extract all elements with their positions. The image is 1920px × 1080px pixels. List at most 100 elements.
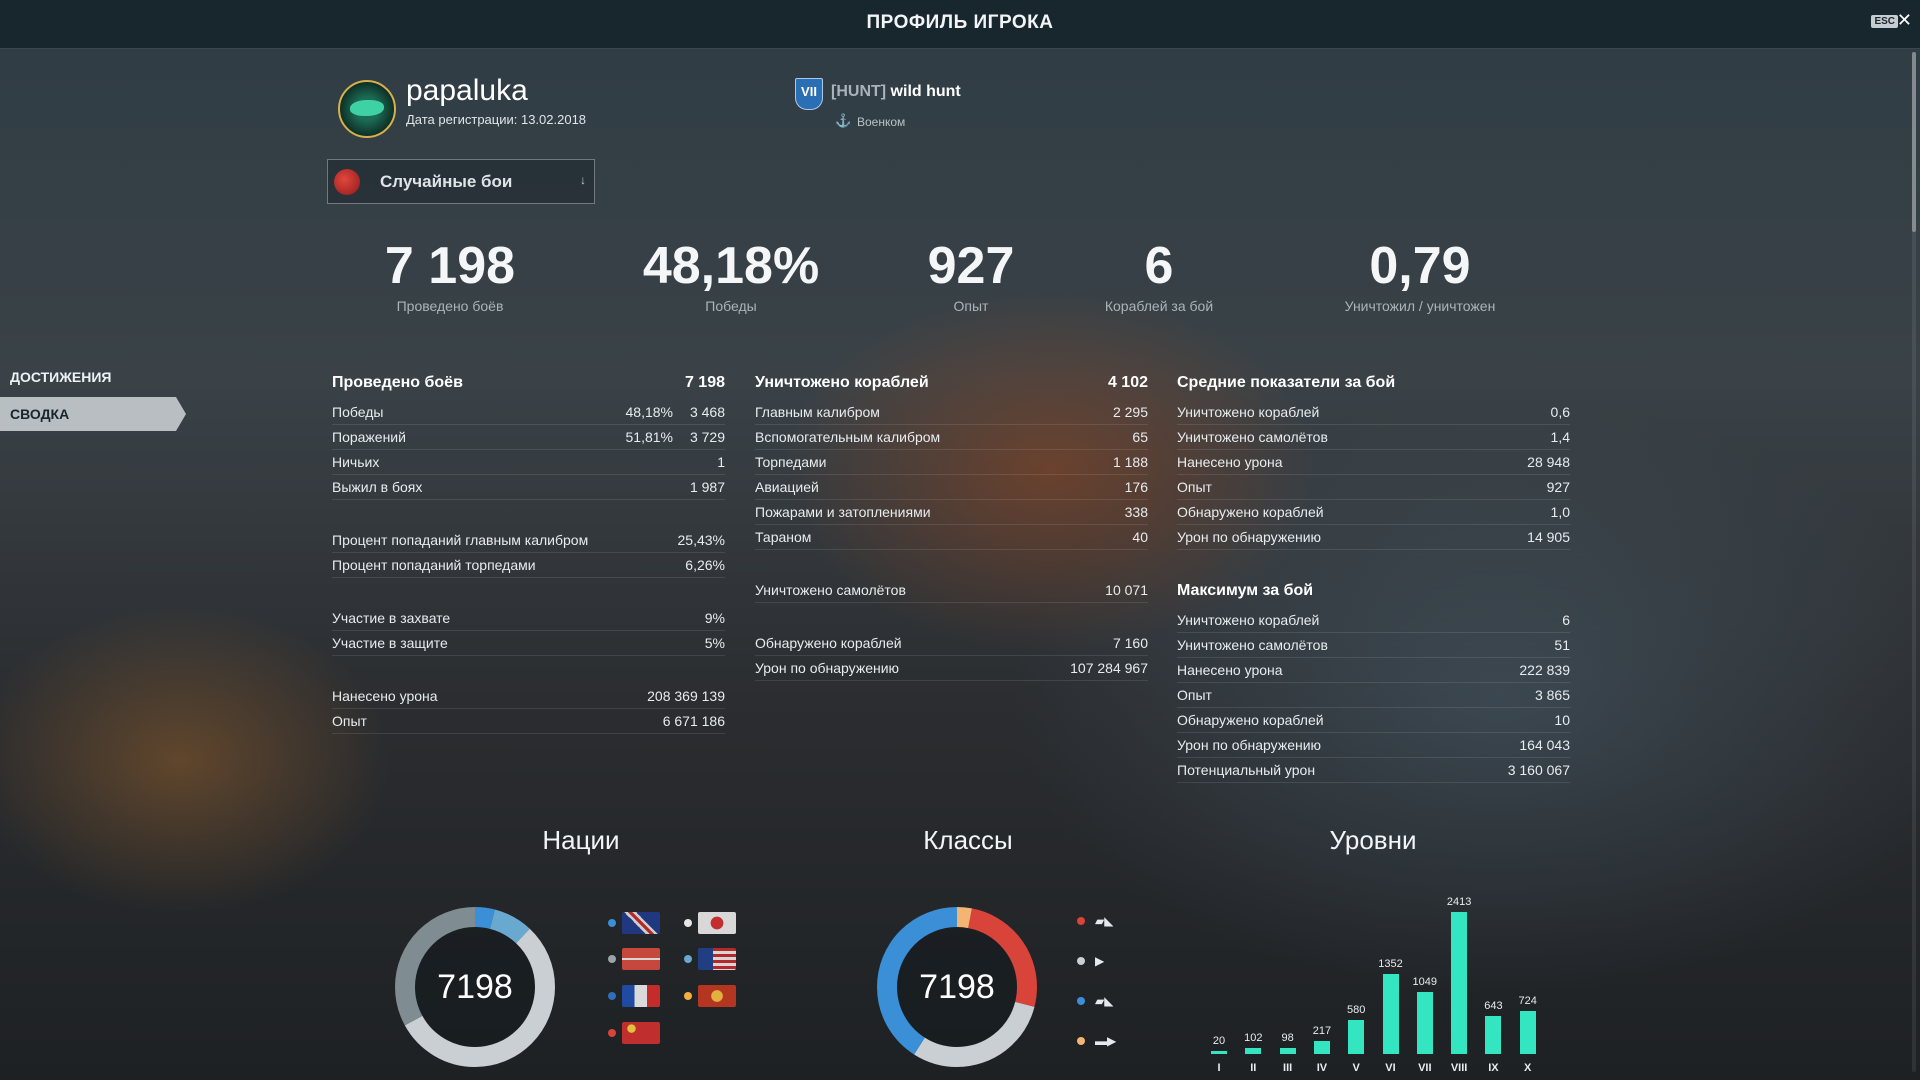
chevron-down-icon: ↓ [580, 173, 586, 187]
close-icon[interactable]: ✕ [1896, 10, 1912, 30]
section-title: Проведено боёв [332, 374, 463, 391]
clan-name[interactable]: [HUNT] wild hunt [831, 83, 961, 101]
stat-row: Нанесено урона 222 839 [1177, 658, 1570, 683]
tier-bar[interactable] [1451, 912, 1468, 1054]
nav-item-achievements[interactable]: ДОСТИЖЕНИЯ [10, 369, 112, 385]
tier-value-label: 580 [1347, 1003, 1366, 1016]
kpi-label: Опыт [953, 298, 989, 314]
kpi-kd-ratio: 0,79 Уничтожил / уничтожен [1345, 240, 1496, 314]
kpi-value: 0,79 [1369, 237, 1471, 295]
scrollbar[interactable] [1912, 52, 1916, 1072]
section-header: Проведено боёв 7 198 [332, 370, 725, 400]
donut-center-value: 7198 [919, 968, 995, 1006]
player-name: papaluka [406, 74, 528, 107]
tier-bar[interactable] [1245, 1048, 1262, 1054]
section-title: Уничтожено кораблей [755, 374, 929, 391]
random-battles-icon [334, 169, 360, 195]
stat-row: Нанесено урона 208 369 139 [332, 684, 725, 709]
tier-bar[interactable] [1416, 992, 1433, 1054]
donut-segment[interactable] [395, 907, 555, 1067]
tier-value-label: 2413 [1446, 896, 1472, 908]
stat-row: Обнаружено кораблей 10 [1177, 708, 1570, 733]
section-title: Максимум за бой [1177, 582, 1314, 599]
stat-label: Процент попаданий главным калибром [332, 532, 589, 548]
section-total: 7 198 [684, 374, 725, 391]
stat-value: 40 [1132, 529, 1148, 545]
stat-value: 14 905 [1527, 529, 1570, 545]
average-column: Средние показатели за бой Уничтожено кор… [1177, 370, 1570, 783]
stat-value: 338 [1124, 504, 1148, 520]
stat-label: Уничтожено кораблей [1177, 612, 1320, 628]
stat-value: 7 160 [1112, 635, 1148, 651]
tier-axis-label: IV [1316, 1062, 1328, 1074]
kpi-battles: 7 198 Проведено боёв [385, 240, 515, 314]
legend-dot [684, 919, 692, 927]
tier-axis-label: VI [1385, 1062, 1396, 1074]
stat-label: Уничтожено кораблей [1177, 404, 1320, 420]
battle-type-label: Случайные бои [380, 172, 513, 191]
stat-label: Нанесено урона [332, 688, 438, 704]
stat-row: Ничьих 1 [332, 450, 725, 475]
stat-value: 25,43% [677, 532, 725, 548]
esc-hint[interactable]: ESC [1871, 15, 1898, 28]
kpi-label: Кораблей за бой [1104, 298, 1214, 314]
tier-bar[interactable] [1382, 974, 1399, 1054]
stat-row: Обнаружено кораблей 1,0 [1177, 500, 1570, 525]
donut-segment[interactable] [877, 907, 1037, 1067]
tier-bar[interactable] [1348, 1019, 1365, 1054]
stat-percent: 51,81% [625, 429, 673, 445]
stat-label: Процент попаданий торпедами [332, 557, 536, 573]
stat-row: Потенциальный урон 3 160 067 [1177, 758, 1570, 783]
uk-flag-icon [622, 912, 660, 934]
cruiser-icon: ▶ [1095, 954, 1105, 968]
tier-value-label: 1049 [1412, 976, 1438, 989]
nav-item-summary[interactable]: СВОДКА [0, 397, 186, 431]
tier-bar[interactable] [1519, 1011, 1536, 1054]
tier-bar[interactable] [1313, 1041, 1330, 1054]
stat-label: Нанесено урона [1177, 662, 1283, 678]
stat-value: 1 987 [689, 479, 725, 495]
carrier-icon: ▬▶ [1095, 1034, 1117, 1048]
tier-axis-label: VII [1418, 1062, 1432, 1074]
stat-row: Процент попаданий главным калибром 25,43% [332, 528, 725, 553]
scrollbar-thumb[interactable] [1912, 52, 1916, 232]
stat-label: Уничтожено самолётов [755, 582, 906, 598]
stat-value: 3 729 [689, 429, 725, 445]
donut-segment[interactable] [877, 907, 1037, 1067]
tier-bar[interactable] [1211, 1051, 1227, 1054]
nations-title: Нации [542, 825, 620, 855]
stat-value: 222 839 [1519, 662, 1570, 678]
section-header: Максимум за бой [1177, 578, 1570, 608]
donut-segment[interactable] [395, 907, 555, 1067]
battle-type-dropdown[interactable]: Случайные бои ↓ [327, 159, 595, 204]
donut-segment[interactable] [877, 907, 1037, 1067]
section-title: Средние показатели за бой [1177, 374, 1396, 391]
usa-flag-icon [698, 948, 736, 970]
section-header: Уничтожено кораблей 4 102 [755, 370, 1148, 400]
stat-row: Опыт 6 671 186 [332, 709, 725, 734]
donut-background [405, 917, 545, 1057]
destroyed-column: Уничтожено кораблей 4 102 Главным калибро… [755, 370, 1148, 681]
legend-dot [1077, 957, 1085, 965]
stat-row: Нанесено урона 28 948 [1177, 450, 1570, 475]
tier-bar[interactable] [1485, 1016, 1502, 1054]
stat-value: 10 [1554, 712, 1570, 728]
stat-row: Поражений 51,81% 3 729 [332, 425, 725, 450]
classes-donut-chart[interactable]: 7198 [875, 905, 1039, 1069]
stat-value: 3 160 067 [1507, 762, 1570, 778]
japan-flag-icon [698, 912, 736, 934]
section-total: 4 102 [1107, 374, 1148, 391]
stat-label: Опыт [1177, 479, 1212, 495]
nations-donut-chart[interactable]: 7198 [393, 905, 557, 1069]
kpi-label: Уничтожил / уничтожен [1344, 298, 1496, 314]
tier-value-label: 643 [1484, 1000, 1503, 1013]
stat-row: Уничтожено самолётов 51 [1177, 633, 1570, 658]
legend-dot [684, 992, 692, 1000]
stat-label: Нанесено урона [1177, 454, 1283, 470]
registration-date: Дата регистрации: 13.02.2018 [406, 112, 587, 127]
tier-value-label: 1352 [1378, 958, 1403, 971]
clan-role: Военком [857, 115, 906, 129]
tier-bar[interactable] [1279, 1048, 1296, 1054]
stat-row: Обнаружено кораблей 7 160 [755, 631, 1148, 656]
stat-value: 9% [704, 610, 725, 626]
